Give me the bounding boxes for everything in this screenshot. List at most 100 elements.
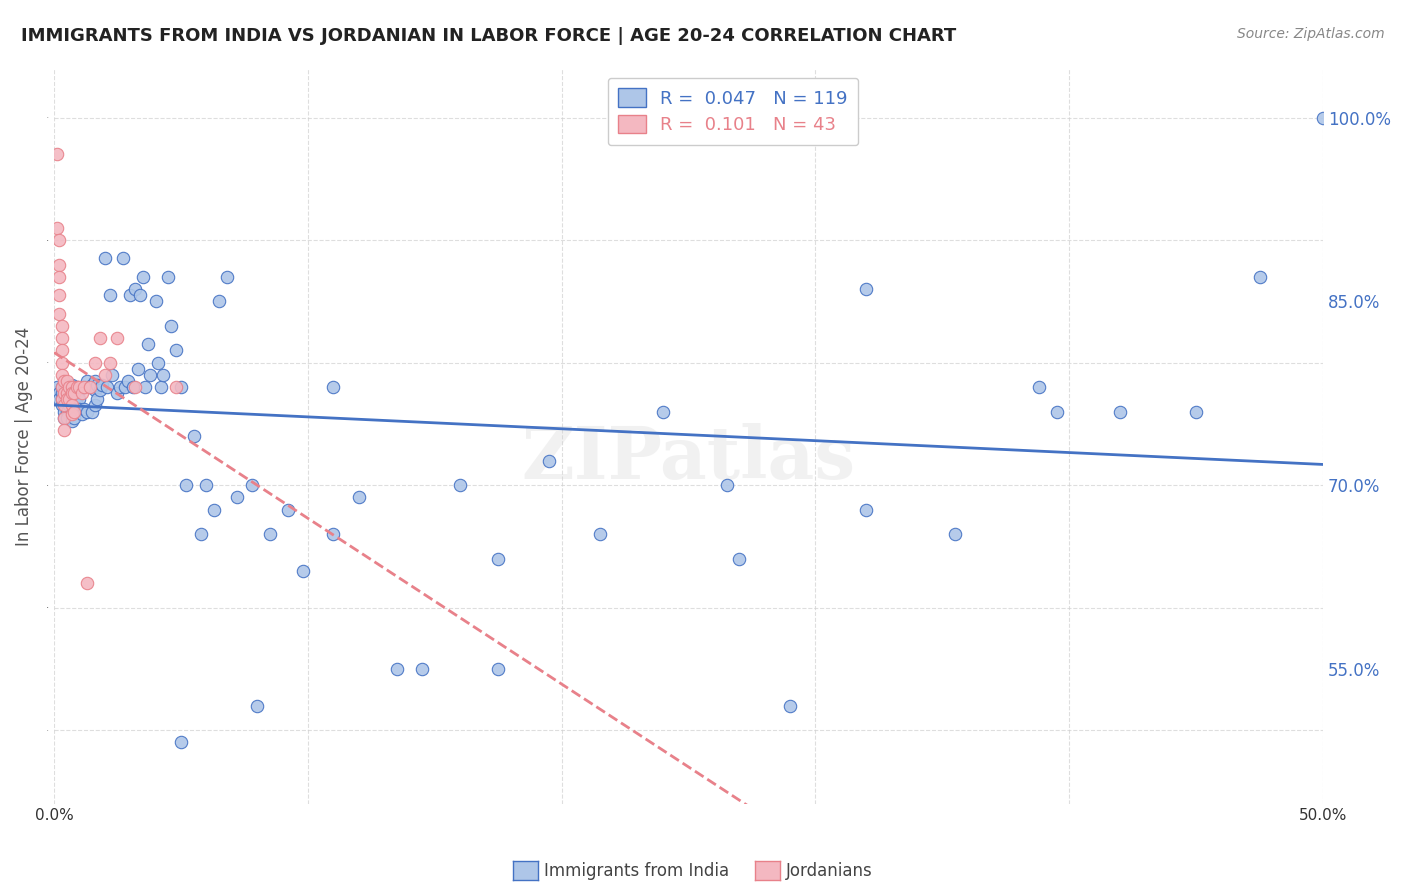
Point (73, 402, 96, 417)
Point (190, 527, 212, 541)
Point (51, 355, 73, 369)
Point (66, 380, 89, 394)
Point (66, 399, 89, 413)
Point (589, 527, 612, 541)
Point (53, 423, 76, 437)
Point (76, 374, 98, 388)
Point (111, 252, 134, 266)
Point (60, 392, 83, 407)
Point (48, 288, 70, 302)
Point (55, 404, 77, 418)
Point (51, 368, 73, 382)
Point (67, 402, 90, 417)
Point (60, 407, 83, 421)
Point (70, 380, 93, 394)
Point (76, 576, 98, 591)
Point (121, 380, 143, 394)
Point (73, 380, 96, 394)
Point (51, 343, 73, 358)
Point (48, 269, 70, 284)
Point (67, 392, 90, 407)
Point (779, 698, 801, 713)
Point (55, 374, 77, 388)
Point (53, 410, 76, 425)
Point (246, 698, 269, 713)
Point (107, 331, 129, 345)
Point (157, 269, 180, 284)
Point (86, 377, 108, 392)
Point (136, 337, 159, 351)
Point (537, 453, 560, 467)
Point (53, 399, 76, 413)
Point (58, 380, 80, 394)
Point (63, 386, 86, 401)
Point (259, 527, 281, 541)
Point (195, 478, 218, 492)
Point (55, 410, 77, 425)
Point (51, 392, 73, 407)
Point (108, 380, 131, 394)
Point (124, 282, 146, 296)
Point (120, 288, 142, 302)
Point (66, 380, 89, 394)
Point (55, 383, 77, 397)
Point (145, 294, 167, 309)
Point (83, 383, 105, 397)
Point (60, 386, 83, 401)
Point (53, 389, 76, 403)
Point (1046, 404, 1069, 418)
Point (83, 355, 105, 369)
Point (66, 390, 89, 404)
Point (1249, 269, 1271, 284)
Point (60, 380, 83, 394)
Point (51, 392, 73, 407)
Text: IMMIGRANTS FROM INDIA VS JORDANIAN IN LABOR FORCE | AGE 20-24 CORRELATION CHART: IMMIGRANTS FROM INDIA VS JORDANIAN IN LA… (21, 27, 956, 45)
Point (83, 399, 105, 413)
Point (58, 377, 80, 392)
Point (58, 392, 80, 407)
Point (98, 355, 121, 369)
Point (114, 380, 136, 394)
Point (51, 386, 73, 401)
Point (139, 368, 162, 382)
Point (855, 502, 877, 516)
Point (225, 491, 247, 505)
Point (63, 402, 86, 417)
Point (170, 735, 193, 749)
Point (134, 380, 156, 394)
Point (1185, 404, 1208, 418)
Point (51, 380, 73, 394)
Legend: R =  0.047   N = 119, R =  0.101   N = 43: R = 0.047 N = 119, R = 0.101 N = 43 (607, 78, 858, 145)
Point (132, 269, 155, 284)
Point (98, 288, 121, 302)
Point (60, 377, 83, 392)
Point (48, 258, 70, 272)
Point (89, 331, 111, 345)
Point (1109, 404, 1132, 418)
Point (53, 377, 76, 392)
Point (70, 386, 93, 401)
Point (51, 399, 73, 413)
Point (149, 380, 172, 394)
Point (1312, 111, 1334, 125)
Point (48, 386, 70, 401)
Point (94, 368, 117, 382)
Point (53, 404, 76, 418)
Point (183, 429, 205, 443)
Point (63, 404, 86, 418)
Point (83, 374, 105, 388)
Point (53, 394, 76, 409)
Y-axis label: In Labor Force | Age 20-24: In Labor Force | Age 20-24 (15, 326, 32, 546)
Point (91, 377, 114, 392)
Point (58, 399, 80, 413)
Point (58, 383, 80, 397)
Point (146, 355, 169, 369)
Point (89, 383, 111, 397)
Point (652, 404, 675, 418)
Point (48, 307, 70, 321)
Point (55, 389, 77, 403)
Point (215, 269, 238, 284)
Point (129, 288, 152, 302)
Point (174, 478, 197, 492)
Point (94, 252, 117, 266)
